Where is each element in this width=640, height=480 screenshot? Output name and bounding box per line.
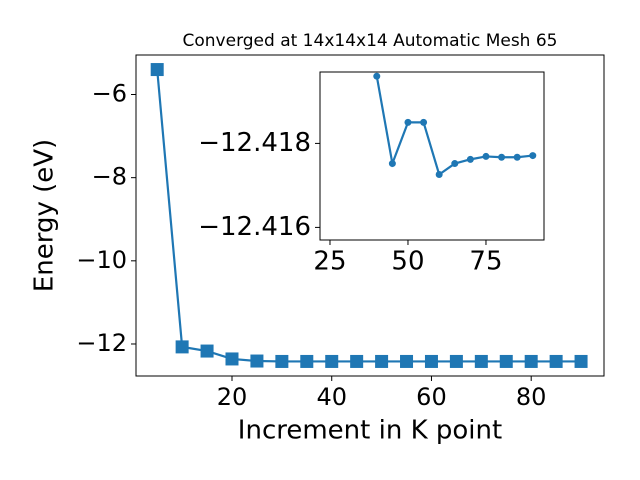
plot-area (150, 63, 588, 368)
data-point (250, 354, 264, 368)
chart-title: Converged at 14x14x14 Automatic Mesh 65 (183, 31, 558, 51)
y-tick-label: −12 (76, 329, 127, 357)
axes-frame (319, 71, 545, 241)
data-point (513, 153, 521, 161)
data-point (498, 153, 506, 161)
axes-frame (135, 54, 605, 377)
data-point (404, 118, 412, 126)
data-point (420, 118, 428, 126)
data-point (400, 354, 414, 368)
data-point (350, 354, 364, 368)
data-point (499, 354, 513, 368)
y-axis-label: Energy (eV) (30, 139, 60, 292)
x-axis-label: Increment in K point (238, 416, 502, 446)
data-point (435, 170, 443, 178)
data-point (474, 354, 488, 368)
data-point (388, 160, 396, 168)
data-point (529, 152, 537, 160)
y-tick-label: −8 (92, 163, 127, 191)
y-tick-label: −6 (92, 80, 127, 108)
data-point (424, 354, 438, 368)
x-tick-label: 40 (316, 383, 347, 411)
data-point (275, 354, 289, 368)
data-point (300, 354, 314, 368)
y-tick-label: −10 (76, 246, 127, 274)
data-point (451, 160, 459, 168)
data-point (466, 155, 474, 163)
x-tick-label: 60 (416, 383, 447, 411)
x-tick-label: 50 (391, 247, 424, 277)
data-point (200, 344, 214, 358)
x-tick-label: 20 (217, 383, 248, 411)
plot-area (373, 72, 537, 178)
data-point (574, 354, 588, 368)
data-point (175, 340, 189, 354)
data-point (482, 152, 490, 160)
data-point (524, 354, 538, 368)
data-point (225, 352, 239, 366)
data-point (449, 354, 463, 368)
plot-background (320, 72, 544, 240)
data-point (375, 354, 389, 368)
x-tick-label: 80 (516, 383, 547, 411)
data-point (373, 72, 381, 80)
data-point (549, 354, 563, 368)
x-tick-label: 25 (313, 247, 346, 277)
y-tick-label: −12.418 (198, 128, 311, 158)
data-point (150, 63, 164, 77)
data-point (325, 354, 339, 368)
x-tick-label: 75 (469, 247, 502, 277)
y-tick-label: −12.416 (198, 212, 311, 242)
